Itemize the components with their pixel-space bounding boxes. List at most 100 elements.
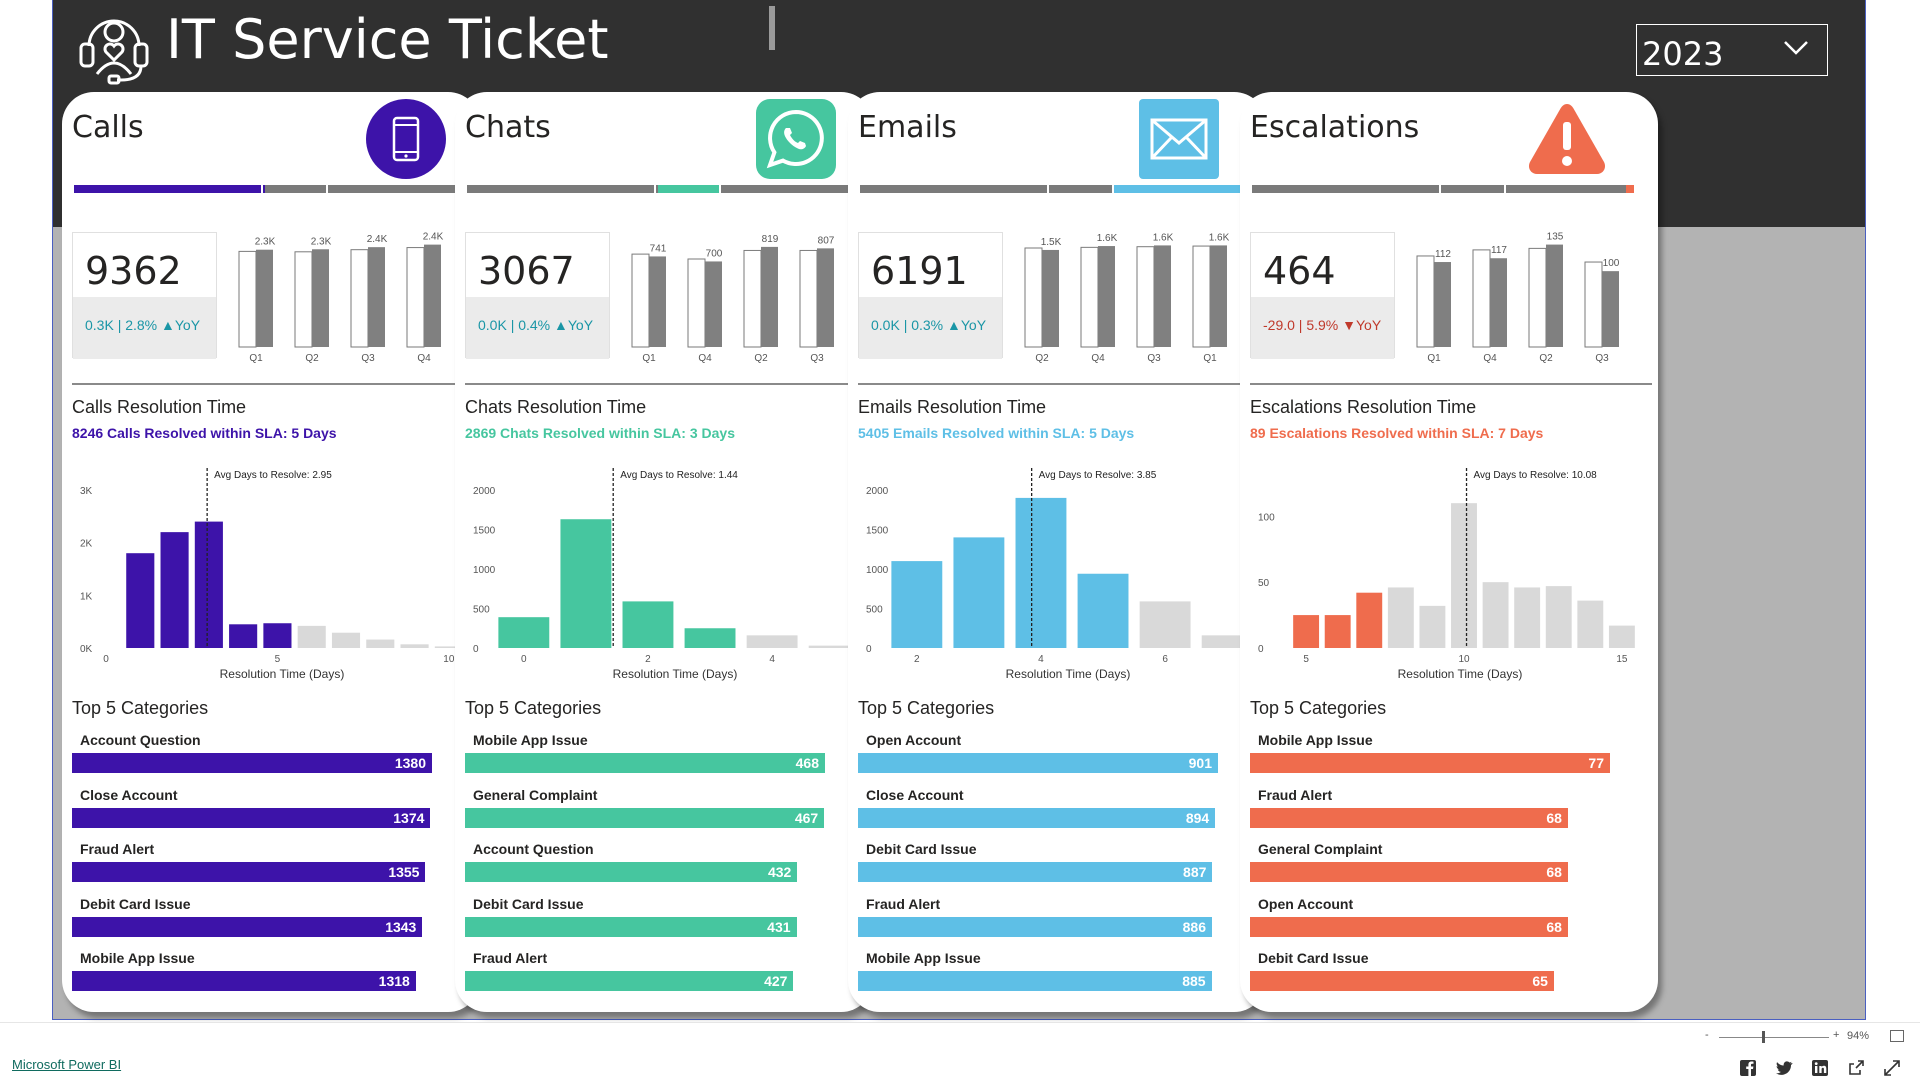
twitter-icon[interactable] bbox=[1775, 1059, 1793, 1077]
fullscreen-icon[interactable] bbox=[1883, 1059, 1901, 1077]
category-bar[interactable]: 65 bbox=[1250, 971, 1554, 991]
bar-current-year[interactable] bbox=[256, 249, 273, 347]
histogram-bar[interactable] bbox=[560, 519, 612, 648]
histogram-bar[interactable] bbox=[808, 645, 860, 648]
bar-current-year[interactable] bbox=[1434, 262, 1451, 347]
histogram-bar[interactable] bbox=[891, 561, 943, 648]
histogram-bar[interactable] bbox=[1451, 503, 1477, 648]
bar-previous-year[interactable] bbox=[1024, 247, 1043, 348]
bar-previous-year[interactable] bbox=[799, 249, 818, 348]
histogram-bar[interactable] bbox=[1387, 587, 1414, 648]
category-bar[interactable]: 68 bbox=[1250, 807, 1568, 828]
histogram-bar[interactable] bbox=[684, 628, 736, 648]
bar-previous-year[interactable] bbox=[1080, 246, 1099, 348]
bar-current-year[interactable] bbox=[1490, 258, 1507, 347]
bar-previous-year[interactable] bbox=[350, 249, 369, 348]
facebook-icon[interactable] bbox=[1739, 1059, 1757, 1077]
histogram-bar[interactable] bbox=[1545, 586, 1572, 648]
category-bar[interactable]: 885 bbox=[858, 971, 1212, 991]
histogram-bar[interactable] bbox=[1015, 497, 1067, 648]
bar-previous-year[interactable] bbox=[1192, 245, 1211, 348]
category-bar[interactable]: 894 bbox=[858, 807, 1216, 828]
histogram-bar[interactable] bbox=[297, 625, 326, 648]
histogram-bar[interactable] bbox=[434, 646, 463, 648]
bar-previous-year[interactable] bbox=[294, 251, 313, 348]
bar-previous-year[interactable] bbox=[631, 253, 650, 348]
quarter-value-label: 2.3K bbox=[255, 237, 276, 248]
zoom-in-button[interactable]: + bbox=[1833, 1029, 1840, 1041]
category-bar[interactable]: 431 bbox=[465, 916, 797, 937]
category-bar[interactable]: 1355 bbox=[72, 862, 426, 882]
bar-current-year[interactable] bbox=[1210, 245, 1227, 347]
category-bar[interactable]: 1374 bbox=[72, 807, 431, 828]
histogram-bar[interactable] bbox=[746, 635, 798, 648]
histogram-bar[interactable] bbox=[194, 521, 223, 648]
zoom-out-button[interactable]: - bbox=[1705, 1029, 1709, 1041]
bar-current-year[interactable] bbox=[705, 261, 722, 347]
power-bi-link[interactable]: Microsoft Power BI bbox=[12, 1057, 122, 1072]
histogram-bar[interactable] bbox=[160, 532, 189, 648]
histogram-bar[interactable] bbox=[1293, 615, 1320, 648]
histogram-bar[interactable] bbox=[953, 537, 1005, 648]
bar-current-year[interactable] bbox=[1042, 249, 1059, 347]
category-bar[interactable]: 68 bbox=[1250, 916, 1568, 937]
histogram-bar[interactable] bbox=[1077, 573, 1129, 648]
histogram-bar[interactable] bbox=[1201, 635, 1253, 648]
bar-current-year[interactable] bbox=[649, 256, 666, 347]
category-bar[interactable]: 1380 bbox=[72, 753, 432, 773]
category-bar[interactable]: 1318 bbox=[72, 971, 416, 991]
bar-current-year[interactable] bbox=[368, 247, 385, 347]
bar-previous-year[interactable] bbox=[1528, 247, 1547, 348]
bar-previous-year[interactable] bbox=[1584, 261, 1603, 348]
zoom-control[interactable]: - + 94% bbox=[1705, 1029, 1875, 1045]
category-bar[interactable]: 887 bbox=[858, 862, 1213, 882]
share-icon[interactable] bbox=[1847, 1059, 1865, 1077]
bar-current-year[interactable] bbox=[424, 244, 441, 347]
bar-current-year[interactable] bbox=[761, 246, 778, 347]
histogram-bar[interactable] bbox=[366, 639, 395, 648]
histogram-bar[interactable] bbox=[1324, 615, 1351, 648]
category-bar[interactable]: 886 bbox=[858, 916, 1212, 937]
category-bar[interactable]: 901 bbox=[858, 753, 1218, 773]
histogram-bar[interactable] bbox=[1419, 605, 1446, 648]
bar-previous-year[interactable] bbox=[743, 249, 762, 348]
histogram-bar[interactable] bbox=[498, 617, 550, 648]
bar-previous-year[interactable] bbox=[1416, 255, 1435, 348]
category-bar[interactable]: 68 bbox=[1250, 862, 1568, 882]
linkedin-icon[interactable] bbox=[1811, 1059, 1829, 1077]
quarterly-bar-chart: 112 Q1 117 Q4 135 Q2 100 Q3 bbox=[1416, 232, 1620, 364]
category-bar[interactable]: 467 bbox=[465, 807, 825, 828]
bar-current-year[interactable] bbox=[1154, 245, 1171, 347]
histogram-bar[interactable] bbox=[622, 601, 674, 648]
bar-current-year[interactable] bbox=[817, 248, 834, 347]
histogram-bar[interactable] bbox=[126, 553, 155, 648]
fit-to-page-icon[interactable] bbox=[1890, 1030, 1904, 1042]
category-bar[interactable]: 427 bbox=[465, 971, 794, 991]
year-slicer-dropdown[interactable]: 2023 bbox=[1636, 24, 1828, 76]
bar-current-year[interactable] bbox=[1602, 271, 1619, 347]
histogram-bar[interactable] bbox=[1482, 582, 1509, 648]
histogram-bar[interactable] bbox=[263, 623, 292, 648]
zoom-slider-track[interactable] bbox=[1719, 1037, 1829, 1038]
histogram-bar[interactable] bbox=[400, 644, 429, 648]
histogram-bar[interactable] bbox=[1577, 600, 1604, 648]
zoom-slider-thumb[interactable] bbox=[1762, 1031, 1765, 1043]
histogram-bar[interactable] bbox=[1608, 625, 1635, 648]
histogram-bar[interactable] bbox=[1514, 587, 1541, 648]
category-bar[interactable]: 77 bbox=[1250, 753, 1610, 773]
bar-current-year[interactable] bbox=[1546, 244, 1563, 347]
bar-previous-year[interactable] bbox=[1472, 249, 1491, 348]
category-bar[interactable]: 432 bbox=[465, 862, 798, 882]
histogram-bar[interactable] bbox=[331, 632, 361, 648]
bar-previous-year[interactable] bbox=[406, 247, 425, 348]
category-bar[interactable]: 1343 bbox=[72, 916, 423, 937]
bar-current-year[interactable] bbox=[312, 249, 329, 347]
bar-previous-year[interactable] bbox=[1136, 246, 1155, 348]
category-bar[interactable]: 468 bbox=[465, 753, 825, 773]
bar-previous-year[interactable] bbox=[687, 258, 706, 348]
bar-previous-year[interactable] bbox=[238, 250, 257, 348]
histogram-bar[interactable] bbox=[229, 624, 258, 648]
histogram-bar[interactable] bbox=[1356, 592, 1383, 648]
histogram-bar[interactable] bbox=[1139, 601, 1191, 648]
bar-current-year[interactable] bbox=[1098, 246, 1115, 347]
